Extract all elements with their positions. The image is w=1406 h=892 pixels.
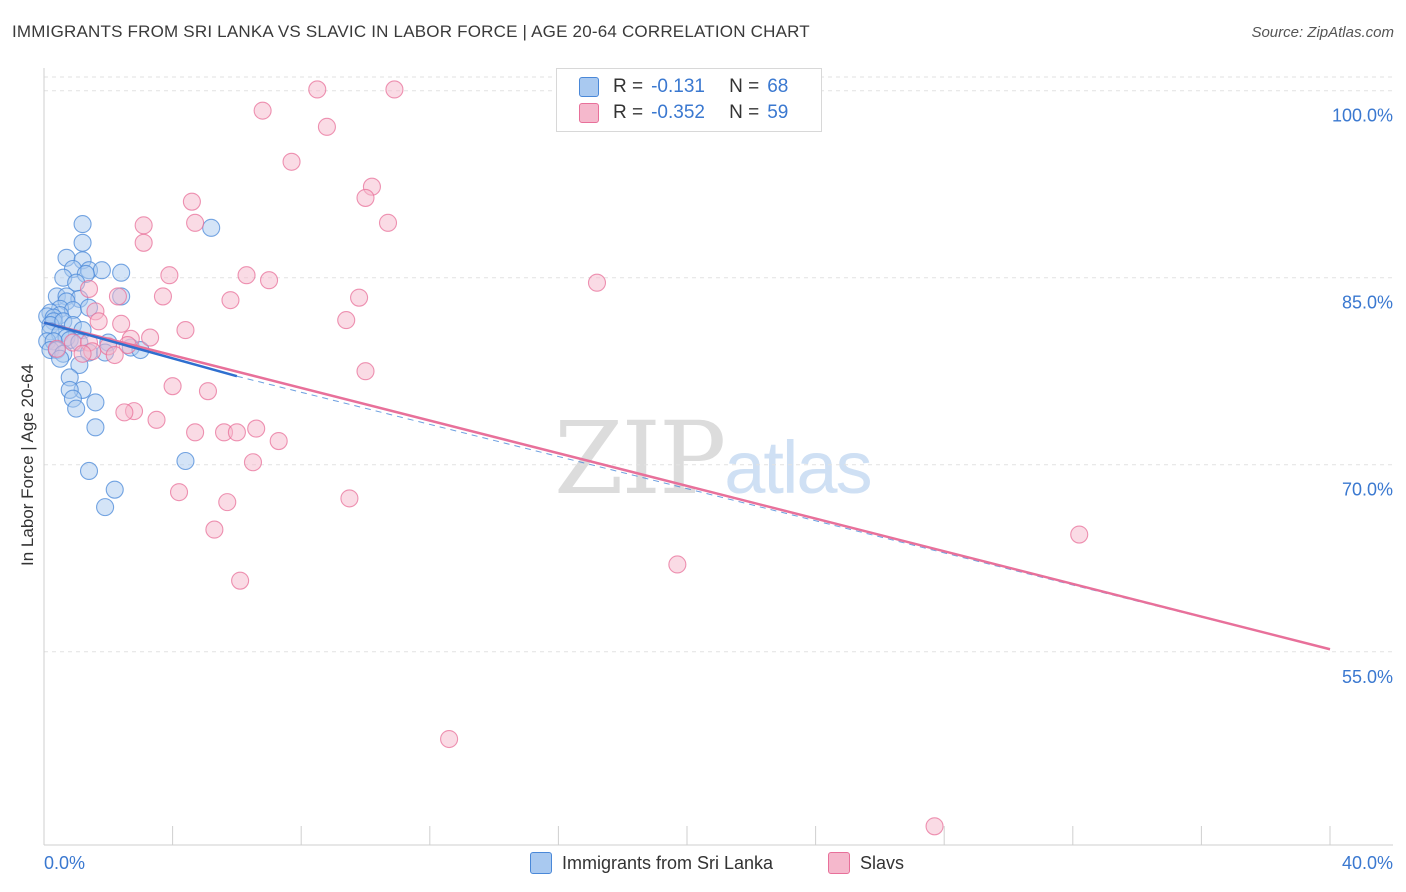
slavs-trend-line <box>43 321 1331 651</box>
slavs-point <box>89 312 108 331</box>
blue-swatch <box>530 852 552 874</box>
legend-label: Immigrants from Sri Lanka <box>562 852 774 873</box>
data-points <box>38 80 1089 836</box>
slavs-point <box>147 410 166 429</box>
slavs-point <box>247 419 266 438</box>
slavs-point <box>237 266 256 285</box>
r-value: -0.131 <box>651 76 705 97</box>
slavs-point <box>356 188 375 207</box>
sri-lanka-point <box>73 215 92 234</box>
legend-item-slavs[interactable]: Slavs <box>828 852 904 874</box>
slavs-point <box>169 483 189 502</box>
slavs-point <box>163 377 182 396</box>
r-label: R = <box>613 76 644 97</box>
slavs-point <box>243 453 263 472</box>
slavs-point <box>115 403 134 422</box>
slavs-point <box>440 729 459 749</box>
axes <box>43 68 1393 846</box>
slavs-point <box>153 287 173 306</box>
slavs-point <box>221 291 240 310</box>
slavs-point <box>186 423 205 442</box>
sri-lanka-point <box>112 263 131 282</box>
n-value: 59 <box>767 102 789 123</box>
stats-row-slavs: R = -0.352 N = 59 <box>579 100 788 126</box>
slavs-point <box>134 216 153 235</box>
slavs-point <box>340 489 359 508</box>
blue-swatch <box>579 77 599 97</box>
slavs-point <box>218 493 237 512</box>
legend-label: Slavs <box>860 852 905 873</box>
sri-lanka-point <box>67 399 86 418</box>
y-tick-label: 70.0% <box>1342 480 1393 500</box>
n-value: 68 <box>767 76 789 97</box>
slavs-point <box>356 362 375 381</box>
x-tick-label: 40.0% <box>1342 853 1393 873</box>
pink-swatch <box>579 103 599 123</box>
n-label: N = <box>729 102 760 123</box>
legend-item-sri-lanka[interactable]: Immigrants from Sri Lanka <box>530 852 773 874</box>
sri-lanka-point <box>73 233 92 252</box>
slavs-point <box>925 817 944 836</box>
watermark-atlas: atlas <box>724 426 872 509</box>
y-tick-label: 100.0% <box>1332 106 1393 126</box>
slavs-point <box>587 273 607 292</box>
r-value: -0.352 <box>651 102 705 123</box>
grid-lines <box>44 76 1393 653</box>
slavs-point <box>259 271 279 290</box>
slavs-point <box>350 288 369 307</box>
slavs-point <box>141 328 160 347</box>
n-label: N = <box>729 76 760 97</box>
sri-lanka-point <box>79 461 99 481</box>
slavs-point <box>79 279 99 298</box>
slavs-point <box>105 345 124 365</box>
slavs-point <box>47 339 66 358</box>
y-tick-label: 55.0% <box>1342 667 1393 687</box>
slavs-point <box>108 287 127 306</box>
slavs-point <box>317 117 336 136</box>
sri-lanka-point <box>105 480 124 499</box>
pink-swatch <box>828 852 850 874</box>
slavs-point <box>176 321 195 340</box>
slavs-point <box>378 213 398 232</box>
stats-legend: R = -0.131 N = 68 R = -0.352 N = 59 <box>556 68 822 132</box>
slavs-point <box>73 344 92 363</box>
trend-lines <box>43 321 1331 651</box>
slavs-point <box>668 555 687 574</box>
slavs-point <box>269 431 288 451</box>
slavs-point <box>282 152 301 171</box>
slavs-point <box>205 520 224 539</box>
slavs-point <box>385 80 404 99</box>
slavs-point <box>112 314 131 333</box>
slavs-point <box>198 382 218 401</box>
stats-row-sri-lanka: R = -0.131 N = 68 <box>579 74 788 100</box>
sri-lanka-trend-line <box>43 321 238 378</box>
slavs-point <box>231 571 250 590</box>
slavs-point <box>160 266 179 285</box>
slavs-point <box>134 233 153 252</box>
slavs-point <box>182 192 201 211</box>
sri-lanka-point <box>86 393 105 412</box>
chart-title: IMMIGRANTS FROM SRI LANKA VS SLAVIC IN L… <box>12 22 810 41</box>
slavs-point <box>253 101 272 120</box>
slavs-point <box>1070 525 1089 544</box>
sri-lanka-point <box>86 418 105 437</box>
x-tick-label: 0.0% <box>44 853 85 873</box>
sri-lanka-point <box>96 498 115 517</box>
r-label: R = <box>613 102 644 123</box>
slavs-point <box>186 213 205 232</box>
sri-lanka-point <box>92 261 111 280</box>
sri-lanka-point <box>176 451 195 471</box>
y-tick-label: 85.0% <box>1342 293 1393 313</box>
source-label: Source: ZipAtlas.com <box>1251 24 1394 41</box>
slavs-point <box>308 80 327 99</box>
slavs-point <box>337 311 356 330</box>
sri-lanka-point <box>202 218 221 237</box>
slavs-point <box>227 423 246 442</box>
series-legend: Immigrants from Sri Lanka Slavs <box>0 852 1406 878</box>
tick-labels: 55.0% 70.0% 85.0% 100.0% 0.0% 40.0% <box>44 106 1393 873</box>
